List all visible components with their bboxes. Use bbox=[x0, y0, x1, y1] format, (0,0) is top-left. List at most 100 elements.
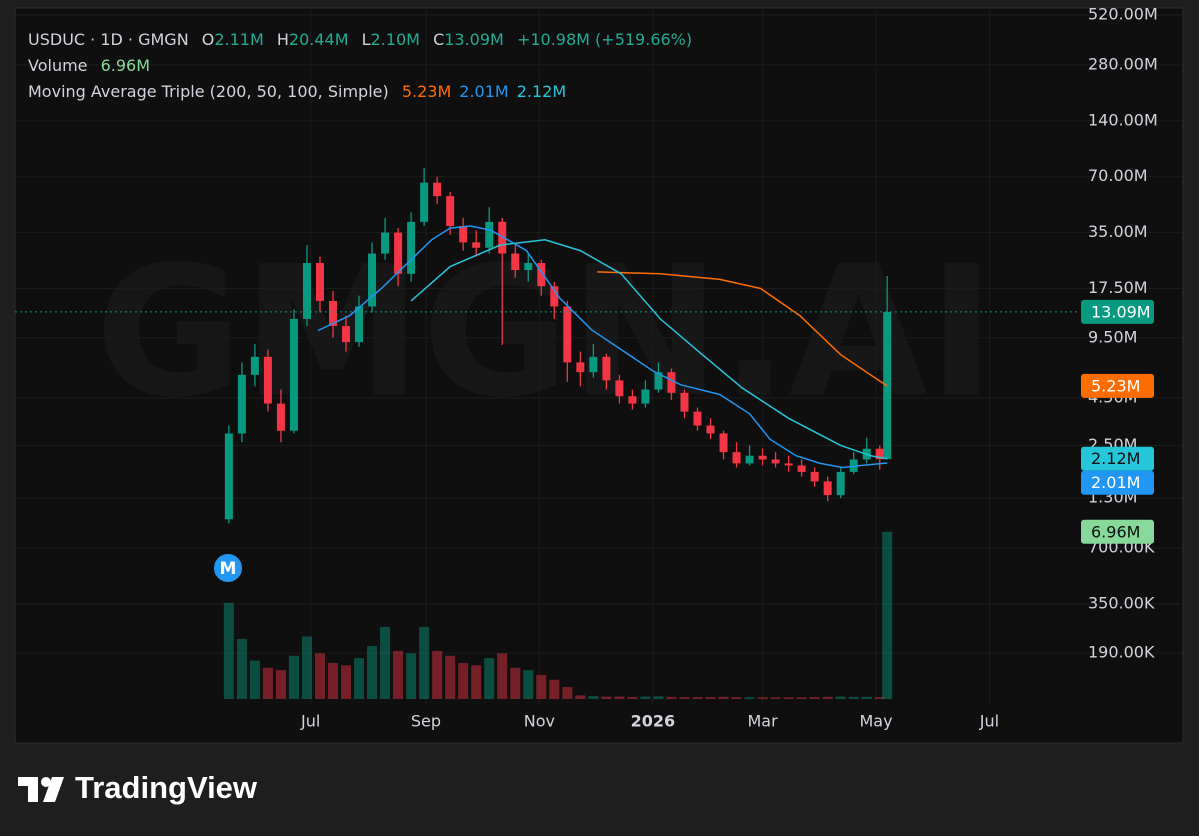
volume-bar bbox=[536, 674, 547, 699]
candle-body bbox=[719, 433, 728, 453]
price-badge bbox=[1081, 446, 1154, 471]
ohlc-key: C bbox=[433, 30, 445, 49]
candle-body bbox=[329, 300, 337, 326]
ma-line bbox=[410, 239, 888, 460]
candle-body bbox=[459, 225, 468, 243]
change-value: +10.98M (+519.66%) bbox=[516, 30, 693, 49]
volume-bar bbox=[262, 667, 273, 699]
candle-body bbox=[407, 221, 416, 274]
event-marker-label: M bbox=[220, 559, 237, 579]
volume-bar bbox=[380, 626, 391, 699]
candle-body bbox=[745, 455, 754, 464]
ohlc-key: O bbox=[201, 30, 215, 49]
close-value: 13.09M bbox=[444, 30, 504, 49]
volume-bar bbox=[523, 670, 534, 699]
volume-layer bbox=[223, 531, 893, 699]
candle-body bbox=[537, 263, 546, 287]
volume-bar bbox=[882, 531, 893, 699]
volume-bar bbox=[458, 662, 469, 699]
volume-bar bbox=[445, 655, 456, 699]
candle-body bbox=[394, 232, 403, 274]
candle-body bbox=[342, 325, 351, 343]
candle-body bbox=[784, 463, 793, 466]
volume-name: Volume bbox=[28, 56, 88, 75]
volume-bar bbox=[874, 697, 885, 699]
ma-value: 5.23M bbox=[401, 82, 452, 101]
volume-bar bbox=[809, 697, 820, 699]
volume-bar bbox=[471, 665, 482, 699]
volume-bar bbox=[796, 697, 807, 699]
volume-bar bbox=[705, 697, 716, 699]
x-tick-label: Jul bbox=[979, 712, 999, 731]
volume-value: 6.96M bbox=[100, 56, 151, 75]
y-tick-label: 350.00K bbox=[1088, 593, 1155, 612]
candle-body bbox=[693, 411, 702, 426]
volume-bar bbox=[783, 697, 794, 699]
tradingview-logo bbox=[18, 777, 64, 802]
volume-bar bbox=[223, 602, 234, 699]
price-badge-label: 2.01M bbox=[1091, 473, 1140, 492]
x-tick-label: Nov bbox=[524, 712, 555, 731]
event-marker[interactable] bbox=[212, 552, 244, 584]
candle-body bbox=[550, 286, 559, 307]
candle-body bbox=[224, 433, 233, 520]
ma-value: 2.01M bbox=[459, 82, 509, 101]
candle-body bbox=[263, 356, 272, 404]
x-tick-label: Jul bbox=[300, 712, 320, 731]
volume-bar bbox=[770, 697, 781, 699]
candle-body bbox=[615, 380, 624, 397]
low-value: 2.10M bbox=[370, 30, 420, 49]
candle-body bbox=[524, 263, 533, 271]
candle-body bbox=[315, 263, 324, 301]
candle-body bbox=[576, 362, 585, 373]
volume-bar bbox=[510, 667, 521, 699]
volume-bar bbox=[718, 696, 729, 699]
volume-bar bbox=[288, 655, 299, 699]
y-tick-label: 140.00M bbox=[1088, 110, 1158, 129]
candle-body bbox=[446, 196, 455, 226]
price-badge-label: 5.23M bbox=[1091, 376, 1140, 395]
legend: USDUC · 1D · GMGN O2.11M H20.44M L2.10M … bbox=[28, 27, 692, 105]
volume-bar bbox=[341, 665, 352, 699]
volume-bar bbox=[848, 696, 859, 699]
price-badge bbox=[1081, 470, 1154, 495]
y-tick-label: 70.00M bbox=[1088, 166, 1148, 185]
ma-name: Moving Average Triple (200, 50, 100, Sim… bbox=[28, 82, 389, 101]
volume-bar bbox=[822, 696, 833, 699]
volume-bar bbox=[627, 696, 638, 699]
candle-body bbox=[823, 481, 832, 496]
ohlc-key: L bbox=[361, 30, 371, 49]
axis-layer: 520.00M 280.00M 140.00M 70.00M 35.00M 17.50M 9… bbox=[300, 4, 1158, 730]
volume-bar bbox=[692, 697, 703, 699]
x-tick-label: Mar bbox=[747, 712, 778, 731]
candle-body bbox=[641, 389, 650, 404]
candle-body bbox=[810, 471, 819, 482]
ma-line bbox=[597, 271, 888, 387]
volume-bar bbox=[562, 686, 573, 699]
volume-bar bbox=[419, 626, 430, 699]
candle-body bbox=[680, 392, 689, 412]
x-tick-label: May bbox=[859, 712, 892, 731]
logo-part bbox=[28, 777, 38, 802]
logo-part bbox=[43, 777, 64, 802]
candle-body bbox=[355, 306, 364, 343]
volume-bar bbox=[314, 653, 325, 699]
volume-bar bbox=[653, 696, 664, 699]
y-tick-label: 190.00K bbox=[1088, 643, 1155, 662]
candle-body bbox=[563, 306, 572, 363]
volume-bar bbox=[432, 650, 443, 699]
candle-body bbox=[250, 356, 259, 375]
volume-bar bbox=[236, 638, 247, 699]
candle-body bbox=[381, 232, 390, 254]
volume-bar bbox=[484, 658, 495, 699]
volume-bar bbox=[614, 696, 625, 699]
volume-bar bbox=[835, 696, 846, 699]
volume-bar bbox=[601, 696, 612, 699]
candle-body bbox=[276, 403, 285, 431]
volume-badge-label: 6.96M bbox=[1091, 522, 1140, 541]
price-badge-label: 2.12M bbox=[1091, 449, 1140, 468]
volume-bar bbox=[249, 660, 260, 699]
volume-bar bbox=[861, 696, 872, 699]
